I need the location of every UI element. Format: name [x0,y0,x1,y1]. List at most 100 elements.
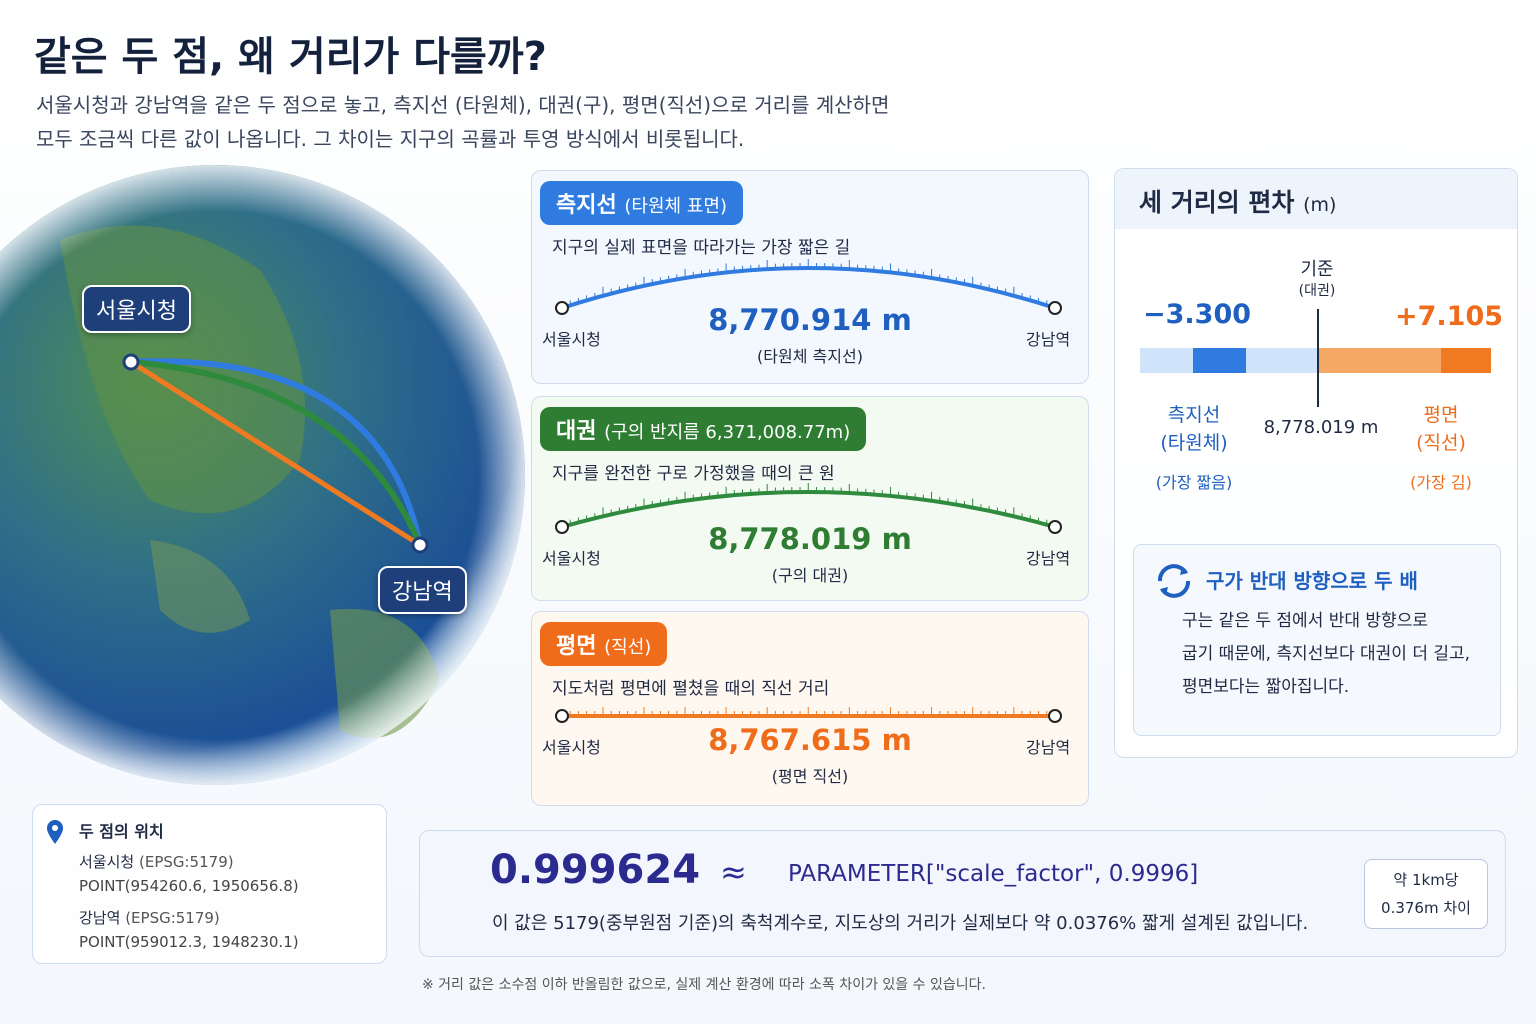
point [411,536,429,554]
globe [0,165,525,785]
arc [561,266,1056,310]
description: 지구의 실제 표면을 따라가는 가장 짧은 길 [552,238,851,258]
endpoint [1048,301,1062,315]
badge: 평면 (직선) [540,622,668,666]
end-label: 강남역 [1026,549,1071,568]
badge-sub: (타원체 표면) [624,196,727,217]
badge-sub: (직선) [604,637,652,658]
arc [561,490,1056,529]
footnote: ※ 거리 값은 소수점 이하 반올림한 값으로, 실제 계산 환경에 따라 소폭… [422,977,986,993]
bar-segment [1441,348,1491,373]
title-text: 세 거리의 편차 [1139,188,1295,217]
unit: (m) [1303,194,1337,216]
left-value: −3.300 [1143,299,1252,330]
bar-segment [1193,348,1246,373]
crs: (EPSG:5179) [125,909,220,927]
badge-main: 측지선 [556,193,617,218]
left-note: (가장 짧음) [1155,473,1233,492]
subtitle-line: 서울시청과 강남역을 같은 두 점으로 놓고, 측지선 (타원체), 대권(구)… [36,93,890,117]
geodesic-arc [130,358,423,546]
deviation-panel: 세 거리의 편차 (m) 기준 (대권) −3.300 +7.105 측지선 (타… [1114,168,1518,758]
start-label: 서울시청 [542,549,601,568]
note-title: 구가 반대 방향으로 두 배 [1206,569,1418,593]
distance-value: 8,770.914 m [708,303,912,337]
badge-sub: (구의 반지름 6,371,008.77m) [604,422,851,443]
point [122,353,140,371]
globe-glow [0,165,525,785]
scale-panel: 0.999624 ≈ PARAMETER["scale_factor", 0.9… [419,830,1506,957]
parameter: PARAMETER["scale_factor", 0.9996] [788,861,1199,887]
label-line: (직선) [1416,432,1466,454]
panel-title: 세 거리의 편차 (m) [1139,183,1336,219]
endpoint [555,709,569,723]
bar-segment [1140,348,1193,373]
label-line: 평면 [1423,404,1459,426]
point-name: 강남역 [79,909,121,927]
bar-segment [1246,348,1318,373]
note-line: 굽기 때문에, 측지선보다 대권이 더 길고, [1182,644,1471,664]
distance-value: 8,778.019 m [708,522,912,556]
right-value: +7.105 [1395,301,1504,332]
caption: (타원체 측지선) [757,347,863,366]
end-label: 강남역 [1026,738,1071,757]
description: 지도처럼 평면에 펼쳤을 때의 직선 거리 [552,679,830,699]
badge: 측지선 (타원체 표면) [540,181,743,225]
end-label: 강남역 [1026,330,1071,349]
endpoint [1048,520,1062,534]
coords: POINT(959012.3, 1948230.1) [79,933,299,951]
endpoint [555,301,569,315]
badge-main: 대권 [556,419,597,444]
badge-main: 평면 [556,634,597,659]
side-box: 약 1km당 0.376m 차이 [1364,859,1488,929]
left-label: 측지선 (타원체) [1135,401,1253,457]
side-line: 0.376m 차이 [1381,899,1471,917]
note-line: 구는 같은 두 점에서 반대 방향으로 [1182,611,1428,631]
label-line: (타원체) [1160,432,1228,454]
subtitle: 서울시청과 강남역을 같은 두 점으로 놓고, 측지선 (타원체), 대권(구)… [36,88,889,156]
endpoint [555,520,569,534]
coords: POINT(954260.6, 1950656.8) [79,877,299,895]
distance-arc [555,483,1062,534]
title: 같은 두 점, 왜 거리가 다를까? [34,34,547,80]
start-label: 서울시청 [542,330,601,349]
scale-description: 이 값은 5179(중부원점 기준)의 축척계수로, 지도상의 거리가 실제보다… [492,913,1309,934]
base-sub: (대권) [1298,283,1336,299]
great-circle-arc [130,359,423,547]
point-label: 서울시청 [82,285,191,333]
approx: ≈ [720,853,747,891]
distance-arc [555,707,1062,723]
caption: (구의 대권) [771,566,849,585]
plane-line [129,359,422,548]
distance-value: 8,767.615 m [708,723,912,757]
scale-value: 0.999624 [490,847,701,893]
location-point: 서울시청 (EPSG:5179) POINT(954260.6, 1950656.… [79,850,299,898]
note-line: 평면보다는 짧아집니다. [1182,677,1350,697]
point-name: 서울시청 [79,853,135,871]
location-title: 두 점의 위치 [79,822,164,841]
endpoint [1048,709,1062,723]
distance-arc [555,259,1062,315]
right-note: (가장 김) [1410,473,1472,492]
deviation-bar [1140,309,1491,407]
center-value: 8,778.019 m [1263,417,1379,438]
location-point: 강남역 (EPSG:5179) POINT(959012.3, 1948230.1… [79,906,299,954]
location-panel: 두 점의 위치 서울시청 (EPSG:5179) POINT(954260.6, … [32,804,387,964]
side-line: 약 1km당 [1393,871,1459,889]
description: 지구를 완전한 구로 가정했을 때의 큰 원 [552,464,835,484]
subtitle-line: 모두 조금씩 다른 값이 나옵니다. 그 차이는 지구의 곡률과 투영 방식에서… [36,127,745,151]
pin-icon [47,820,63,844]
crs: (EPSG:5179) [138,853,234,871]
label-line: 측지선 [1167,404,1221,426]
bar-segment [1318,348,1441,373]
base-label: 기준 [1300,259,1334,280]
badge: 대권 (구의 반지름 6,371,008.77m) [540,407,867,451]
cycle-icon [1158,564,1190,598]
start-label: 서울시청 [542,738,601,757]
distance-card: 대권 (구의 반지름 6,371,008.77m) 지구를 완전한 구로 가정했을… [531,396,1089,601]
caption: (평면 직선) [771,767,849,786]
